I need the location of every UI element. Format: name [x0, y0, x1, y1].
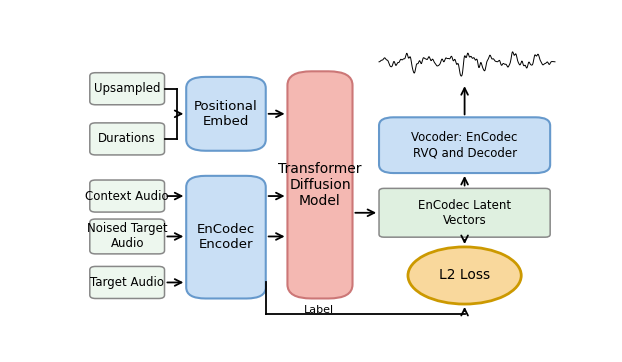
- FancyBboxPatch shape: [90, 266, 164, 299]
- FancyBboxPatch shape: [90, 219, 164, 254]
- Text: EnCodec Latent
Vectors: EnCodec Latent Vectors: [418, 199, 511, 227]
- Text: Upsampled: Upsampled: [94, 82, 160, 95]
- FancyBboxPatch shape: [379, 117, 550, 173]
- Text: EnCodec
Encoder: EnCodec Encoder: [197, 223, 255, 251]
- Text: Transformer
Diffusion
Model: Transformer Diffusion Model: [278, 162, 362, 208]
- Text: Context Audio: Context Audio: [85, 190, 169, 203]
- Ellipse shape: [408, 247, 521, 304]
- Text: Target Audio: Target Audio: [90, 276, 164, 289]
- FancyBboxPatch shape: [90, 123, 164, 155]
- Text: L2 Loss: L2 Loss: [439, 269, 490, 282]
- Text: Noised Target
Audio: Noised Target Audio: [87, 223, 167, 251]
- FancyBboxPatch shape: [287, 71, 353, 299]
- FancyBboxPatch shape: [90, 180, 164, 212]
- FancyBboxPatch shape: [90, 73, 164, 105]
- FancyBboxPatch shape: [379, 188, 550, 237]
- Text: Label: Label: [304, 305, 334, 315]
- Text: Vocoder: EnCodec
RVQ and Decoder: Vocoder: EnCodec RVQ and Decoder: [411, 131, 518, 159]
- FancyBboxPatch shape: [186, 77, 266, 151]
- Text: Positional
Embed: Positional Embed: [194, 100, 258, 128]
- Text: Durations: Durations: [98, 132, 156, 146]
- FancyBboxPatch shape: [186, 176, 266, 299]
